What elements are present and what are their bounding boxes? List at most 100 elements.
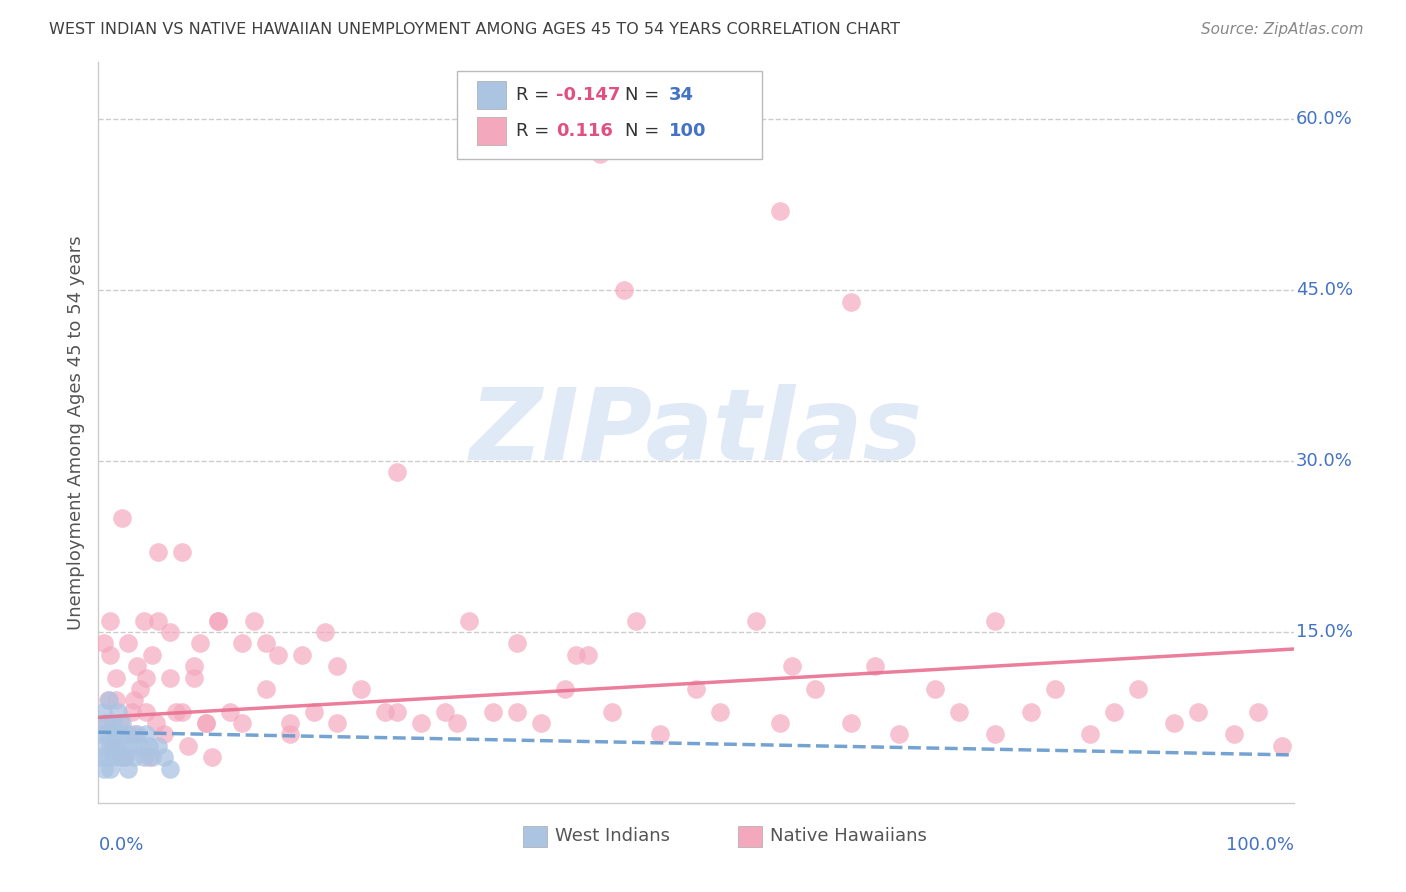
Point xyxy=(91,727,114,741)
Point xyxy=(578,648,600,662)
Point xyxy=(108,716,131,731)
Point xyxy=(124,750,146,764)
Point xyxy=(315,624,337,639)
Point xyxy=(124,727,146,741)
Point xyxy=(613,283,636,297)
Point xyxy=(93,762,115,776)
Text: ZIPatlas: ZIPatlas xyxy=(470,384,922,481)
Point xyxy=(648,727,672,741)
Point xyxy=(924,681,946,696)
Point xyxy=(589,146,612,161)
Point xyxy=(1163,716,1185,731)
Point xyxy=(1128,681,1150,696)
Text: Native Hawaiians: Native Hawaiians xyxy=(770,827,927,845)
Point xyxy=(145,716,167,731)
Point xyxy=(107,705,129,719)
Point xyxy=(458,614,481,628)
Text: West Indians: West Indians xyxy=(555,827,669,845)
Point xyxy=(745,614,768,628)
Point xyxy=(135,727,157,741)
Text: 60.0%: 60.0% xyxy=(1296,111,1353,128)
Point xyxy=(626,614,648,628)
FancyBboxPatch shape xyxy=(523,827,547,847)
Point xyxy=(148,545,170,559)
Point xyxy=(104,727,127,741)
Point xyxy=(97,727,120,741)
Point xyxy=(96,750,118,764)
Point xyxy=(101,739,124,753)
Text: N =: N = xyxy=(626,86,665,104)
Point xyxy=(984,727,1007,741)
Point xyxy=(685,681,707,696)
Point xyxy=(105,671,128,685)
Point xyxy=(153,750,176,764)
Point xyxy=(117,636,139,650)
Point xyxy=(219,705,242,719)
Point xyxy=(177,739,200,753)
Point xyxy=(148,739,170,753)
Point xyxy=(121,705,143,719)
Point xyxy=(98,693,121,707)
Point xyxy=(159,762,181,776)
Point xyxy=(172,705,194,719)
Point xyxy=(108,750,131,764)
Point xyxy=(159,624,181,639)
Point xyxy=(114,750,136,764)
Text: N =: N = xyxy=(626,122,665,140)
Point xyxy=(1080,727,1102,741)
Point xyxy=(1247,705,1270,719)
Point xyxy=(1223,727,1246,741)
Point xyxy=(948,705,970,719)
Point xyxy=(350,681,373,696)
Point xyxy=(125,659,148,673)
Point xyxy=(135,705,157,719)
Point xyxy=(188,636,211,650)
Text: 0.0%: 0.0% xyxy=(98,836,143,855)
Point xyxy=(94,716,117,731)
Point xyxy=(111,739,134,753)
Point xyxy=(159,671,181,685)
Point xyxy=(129,681,152,696)
Point xyxy=(326,716,349,731)
Text: Source: ZipAtlas.com: Source: ZipAtlas.com xyxy=(1201,22,1364,37)
Text: 0.116: 0.116 xyxy=(557,122,613,140)
Point xyxy=(93,739,115,753)
Point xyxy=(141,750,163,764)
FancyBboxPatch shape xyxy=(477,117,506,145)
Point xyxy=(411,716,433,731)
Point xyxy=(117,762,139,776)
Point xyxy=(780,659,803,673)
Point xyxy=(114,750,136,764)
Point xyxy=(231,716,253,731)
Text: WEST INDIAN VS NATIVE HAWAIIAN UNEMPLOYMENT AMONG AGES 45 TO 54 YEARS CORRELATIO: WEST INDIAN VS NATIVE HAWAIIAN UNEMPLOYM… xyxy=(49,22,900,37)
Point xyxy=(1043,681,1066,696)
Point xyxy=(434,705,457,719)
Point xyxy=(132,750,155,764)
Point xyxy=(98,739,122,753)
Point xyxy=(804,681,827,696)
Point xyxy=(93,716,115,731)
Point xyxy=(117,727,139,741)
Point xyxy=(254,681,277,696)
Text: 45.0%: 45.0% xyxy=(1296,281,1353,299)
Point xyxy=(153,727,176,741)
Text: R =: R = xyxy=(516,86,554,104)
Text: 30.0%: 30.0% xyxy=(1296,452,1353,470)
Point xyxy=(374,705,396,719)
Point xyxy=(98,648,122,662)
Point xyxy=(385,466,409,480)
Text: -0.147: -0.147 xyxy=(557,86,620,104)
Point xyxy=(243,614,266,628)
Text: 100.0%: 100.0% xyxy=(1226,836,1294,855)
Point xyxy=(195,716,218,731)
Point xyxy=(172,545,194,559)
Y-axis label: Unemployment Among Ages 45 to 54 years: Unemployment Among Ages 45 to 54 years xyxy=(66,235,84,630)
Text: 34: 34 xyxy=(668,86,693,104)
Point xyxy=(709,705,731,719)
Point xyxy=(554,681,576,696)
Point xyxy=(530,716,553,731)
Text: R =: R = xyxy=(516,122,554,140)
Point xyxy=(481,705,505,719)
Text: 100: 100 xyxy=(668,122,706,140)
Point xyxy=(91,705,114,719)
